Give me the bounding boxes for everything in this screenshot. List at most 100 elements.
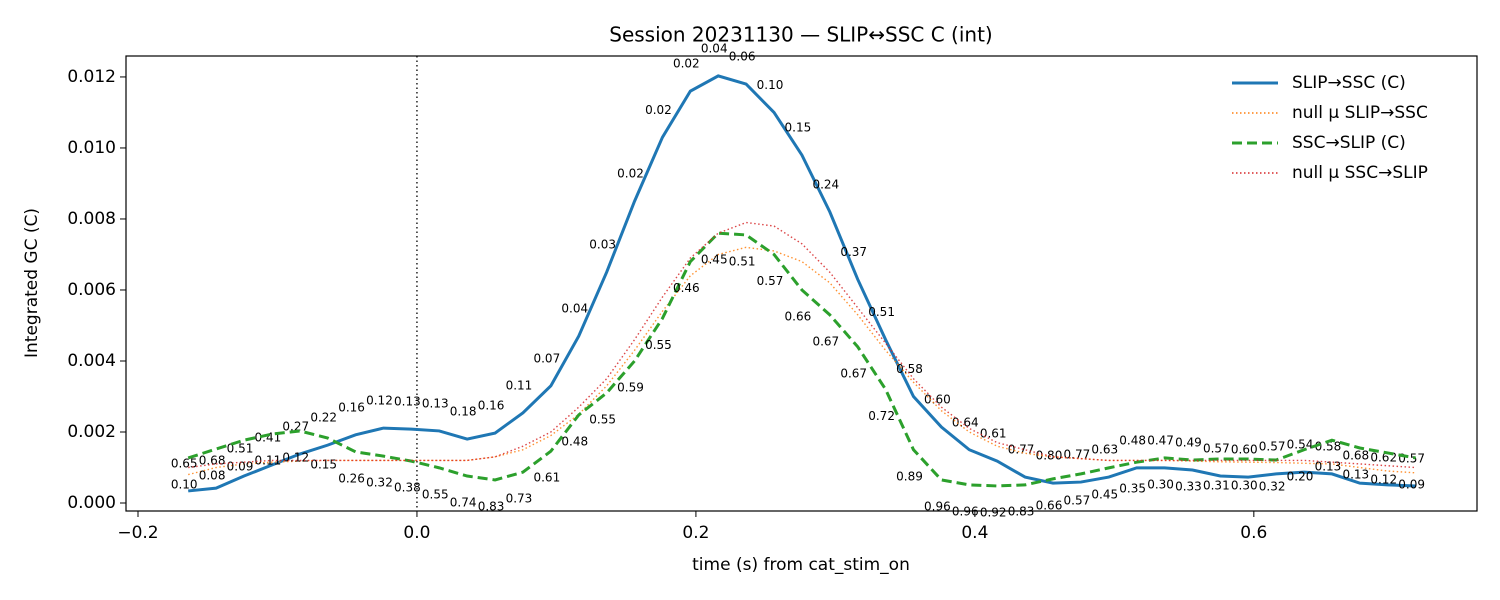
p-value-label: 0.59 [617,380,644,394]
y-tick-label: 0.000 [67,493,116,513]
p-value-label: 0.57 [1259,439,1286,453]
p-value-label: 0.31 [1203,478,1230,492]
p-value-label: 0.12 [282,450,309,464]
p-value-label: 0.07 [533,351,560,365]
y-axis-label: Integrated GC (C) [22,208,42,358]
y-tick-label: 0.002 [67,422,116,442]
p-value-label: 0.02 [617,167,644,181]
y-tick-label: 0.008 [67,209,116,229]
p-value-label: 0.24 [812,177,839,191]
series-line [188,246,1416,476]
legend-label: SSC→SLIP (C) [1292,133,1406,153]
p-value-label: 0.92 [980,505,1007,519]
p-value-label: 0.41 [255,431,282,445]
p-value-label: 0.54 [1287,438,1314,452]
p-value-label: 0.15 [785,121,812,135]
p-value-label: 0.51 [868,305,895,319]
p-value-label: 0.16 [338,400,365,414]
p-value-label: 0.30 [1231,478,1258,492]
p-value-label: 0.73 [506,492,533,506]
p-value-label: 0.80 [1036,449,1063,463]
legend-label: SLIP→SSC (C) [1292,73,1406,93]
p-value-label: 0.66 [785,309,812,323]
p-value-label: 0.47 [1147,433,1174,447]
p-value-label: 0.18 [450,405,477,419]
legend-label: null μ SLIP→SSC [1292,103,1428,123]
series-line [187,231,1416,488]
p-value-label: 0.45 [1091,487,1118,501]
p-value-label: 0.30 [1147,477,1174,491]
p-value-label: 0.45 [701,253,728,267]
p-value-label: 0.16 [478,399,505,413]
p-value-label: 0.12 [366,394,393,408]
p-value-label: 0.09 [1398,477,1425,491]
p-value-label: 0.57 [1064,493,1091,507]
p-value-label: 0.48 [1119,433,1146,447]
p-value-label: 0.74 [450,496,477,510]
p-value-label: 0.51 [227,442,254,456]
p-value-label: 0.55 [589,412,616,426]
p-value-label: 0.12 [1370,472,1397,486]
p-value-label: 0.35 [1119,482,1146,496]
p-value-label: 0.51 [729,254,756,268]
p-value-label: 0.04 [701,41,728,55]
p-value-label: 0.67 [812,334,839,348]
p-value-label: 0.15 [310,458,337,472]
p-value-label: 0.61 [980,427,1007,441]
y-tick-label: 0.012 [67,67,116,87]
p-value-label: 0.38 [394,481,421,495]
p-value-label: 0.13 [1315,460,1342,474]
p-value-label: 0.55 [422,487,449,501]
p-value-label: 0.83 [478,499,505,513]
y-tick-label: 0.010 [67,138,116,158]
p-value-label: 0.13 [1342,467,1369,481]
p-value-label: 0.61 [533,471,560,485]
plot-frame [125,55,1478,512]
p-value-label: 0.60 [924,393,951,407]
p-value-label: 0.55 [645,338,672,352]
p-value-label: 0.02 [645,103,672,117]
p-value-label: 0.11 [506,378,533,392]
y-tick-label: 0.004 [67,351,116,371]
p-value-label: 0.64 [952,415,979,429]
p-value-label: 0.68 [1342,449,1369,463]
x-tick-label: 0.4 [961,523,988,543]
p-value-label: 0.10 [757,78,784,92]
p-value-label: 0.32 [366,476,393,490]
p-value-label: 0.66 [1036,498,1063,512]
p-value-label: 0.32 [1259,480,1286,494]
legend-label: null μ SSC→SLIP [1292,163,1428,183]
p-value-label: 0.22 [310,411,337,425]
p-value-label: 0.72 [868,409,895,423]
p-value-label: 0.13 [394,395,421,409]
p-value-label: 0.49 [1175,435,1202,449]
p-value-label: 0.37 [840,245,867,259]
p-value-label: 0.60 [1231,443,1258,457]
x-tick-label: −0.2 [117,523,158,543]
y-tick-label: 0.006 [67,280,116,300]
p-value-label: 0.57 [1203,442,1230,456]
p-value-label: 0.96 [924,499,951,513]
p-value-label: 0.10 [171,477,198,491]
p-value-label: 0.33 [1175,480,1202,494]
p-value-label: 0.57 [1398,451,1425,465]
x-tick-label: 0.2 [682,523,709,543]
p-value-label: 0.58 [896,362,923,376]
x-tick-label: 0.6 [1240,523,1267,543]
p-value-label: 0.65 [171,456,198,470]
x-axis-label: time (s) from cat_stim_on [692,555,910,575]
p-value-label: 0.46 [673,281,700,295]
p-value-label: 0.58 [1315,439,1342,453]
series-line [188,74,1416,493]
p-value-label: 0.08 [199,469,226,483]
p-value-label: 0.20 [1287,469,1314,483]
chart-title: Session 20231130 — SLIP↔SSC C (int) [609,23,992,47]
p-value-label: 0.48 [561,434,588,448]
p-value-label: 0.67 [840,366,867,380]
p-value-label: 0.68 [199,454,226,468]
p-value-label: 0.03 [589,238,616,252]
x-tick-label: 0.0 [403,523,430,543]
p-value-label: 0.02 [673,57,700,71]
series-line [188,221,1416,469]
